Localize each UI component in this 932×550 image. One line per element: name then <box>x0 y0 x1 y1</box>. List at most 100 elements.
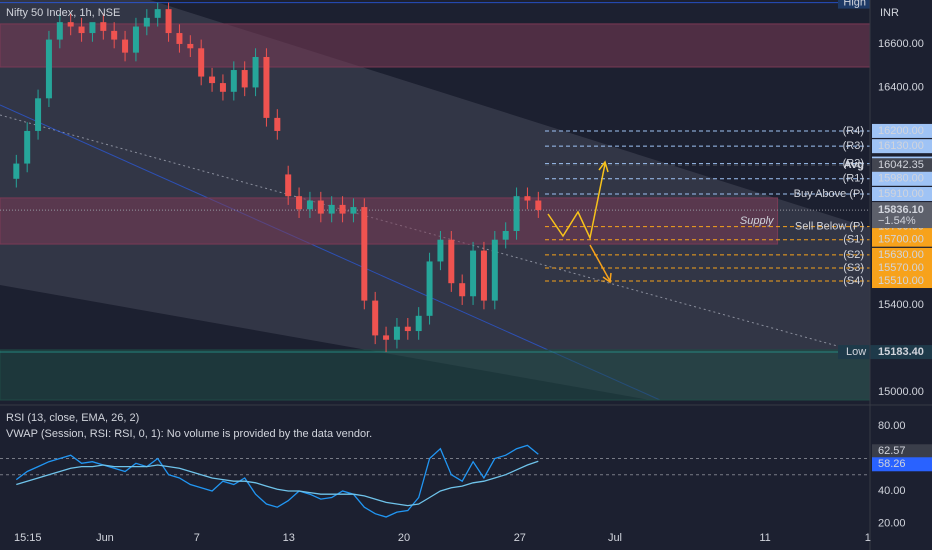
arrow-head <box>602 272 612 284</box>
candle-body <box>306 200 313 210</box>
candle-body <box>328 204 335 214</box>
level-label: 15700.00 <box>878 234 924 246</box>
level-label: 16200.00 <box>878 125 924 137</box>
candle-body <box>393 326 400 340</box>
candle-body <box>241 70 248 88</box>
level-name: (R3) <box>843 140 864 152</box>
candle-body <box>100 22 107 31</box>
candle-body <box>285 174 292 197</box>
candle-body <box>67 22 74 27</box>
level-box <box>872 139 932 154</box>
level-label: 15630.00 <box>878 249 924 261</box>
level-box <box>872 274 932 289</box>
candle-body <box>437 239 444 262</box>
candle-body <box>415 315 422 332</box>
level-name: (R2) <box>843 157 864 169</box>
candle-body <box>513 196 520 231</box>
x-tick-label: 20 <box>398 532 410 544</box>
level-label: 15570.00 <box>878 262 924 274</box>
low-box <box>838 345 932 360</box>
high-box <box>838 0 870 9</box>
candle-body <box>535 200 542 211</box>
candle-body <box>252 56 259 88</box>
level-box <box>872 123 932 138</box>
level-box <box>872 158 932 173</box>
y-tick-label: 20.00 <box>878 517 906 529</box>
candle-body <box>230 70 237 92</box>
candle-body <box>350 207 357 214</box>
level-name: (S4) <box>843 275 864 287</box>
level-name: (S1) <box>843 234 864 246</box>
level-name: (S2) <box>843 249 864 261</box>
value-box <box>872 444 932 459</box>
rsi-subtitle: VWAP (Session, RSI: RSI, 0, 1): No volum… <box>6 428 372 440</box>
level-name: (R1) <box>843 173 864 185</box>
y-tick-label: 40.00 <box>878 485 906 497</box>
y-tick-label: 15000.00 <box>878 386 924 398</box>
x-tick-label: Jul <box>608 532 622 544</box>
level-label: 15910.00 <box>878 188 924 200</box>
x-tick-label: 7 <box>194 532 200 544</box>
candle-body <box>296 196 303 210</box>
y-tick-label: 15400.00 <box>878 299 924 311</box>
y-tick-label: 16400.00 <box>878 81 924 93</box>
rsi-title: RSI (13, close, EMA, 26, 2) <box>6 412 139 424</box>
zone <box>0 23 871 68</box>
last-box <box>872 202 932 229</box>
candle-body <box>187 43 194 49</box>
y-tick-label: 16600.00 <box>878 38 924 50</box>
candle-body <box>426 261 433 316</box>
candle-body <box>176 33 183 44</box>
candle-body <box>404 326 411 332</box>
x-tick-label: 11 <box>759 532 770 544</box>
candle-body <box>132 26 139 53</box>
x-tick-label: 27 <box>514 532 526 544</box>
candle-body <box>198 48 205 77</box>
projection-arrows <box>547 160 612 284</box>
level-box <box>872 260 932 275</box>
candle-body <box>143 17 150 27</box>
level-label: 16130.00 <box>878 140 924 152</box>
candle-body <box>459 283 466 297</box>
last-label: 15836.10 <box>878 204 924 216</box>
low-label: 15183.40 <box>878 346 924 358</box>
low-name: Low <box>846 346 866 358</box>
level-label: 15510.00 <box>878 275 924 287</box>
rsi-line <box>16 460 539 507</box>
level-name: Buy Above (P) <box>794 188 864 200</box>
level-box <box>872 171 932 186</box>
candle-body <box>372 300 379 336</box>
candle-body <box>263 56 270 118</box>
zone-label: Supply <box>740 215 775 227</box>
value-box <box>872 457 932 472</box>
x-tick-label: 15:15 <box>14 532 42 544</box>
level-box <box>872 187 932 202</box>
high-name: High <box>843 0 866 9</box>
level-box <box>872 232 932 247</box>
candle-body <box>89 22 96 34</box>
candle-body <box>122 39 129 53</box>
levels: 16600.00 16400.00 15400.00 15000.00 (R4) 1620… <box>0 0 932 398</box>
candle-body <box>383 335 390 340</box>
candle-body <box>13 163 20 179</box>
candle-body <box>480 250 487 301</box>
candle-body <box>491 239 498 301</box>
x-tick-label: 13 <box>283 532 295 544</box>
chart-title: Nifty 50 Index, 1h, NSE <box>6 7 120 19</box>
level-box <box>872 247 932 262</box>
arrow-head <box>598 160 609 173</box>
candle-body <box>502 230 509 240</box>
level-label: 15980.00 <box>878 173 924 185</box>
candle-body <box>317 200 324 214</box>
candle-body <box>35 98 42 131</box>
candle-body <box>361 207 368 301</box>
x-tick-label: 1 <box>865 532 871 544</box>
candle-body <box>448 239 455 284</box>
x-tick-label: Jun <box>96 532 114 544</box>
candles <box>13 2 542 353</box>
level-name: Avg <box>844 159 864 171</box>
level-name: (S3) <box>843 262 864 274</box>
candle-body <box>219 83 226 92</box>
zone <box>0 349 871 401</box>
